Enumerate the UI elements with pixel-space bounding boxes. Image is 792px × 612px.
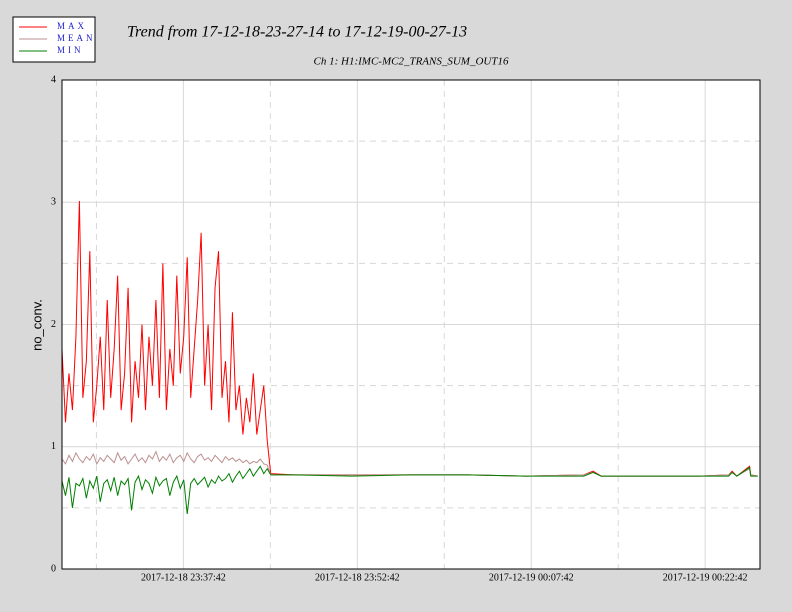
x-tick-label: 2017-12-19 00:07:42 (489, 572, 574, 583)
series-line (61, 465, 758, 515)
y-tick-label: 4 (51, 74, 56, 85)
plot-border (61, 79, 761, 570)
x-tick-label: 2017-12-18 23:37:42 (141, 572, 226, 583)
series-group (61, 201, 758, 515)
y-tick-label: 2 (51, 319, 56, 330)
y-tick-label: 0 (51, 563, 56, 574)
legend-label: MAX (57, 21, 87, 31)
chart-title: Trend from 17-12-18-23-27-14 to 17-12-19… (127, 24, 467, 41)
legend-label: MIN (57, 45, 84, 55)
y-axis-label: no_conv. (29, 299, 44, 351)
x-tick-label: 2017-12-19 00:22:42 (663, 572, 748, 583)
y-tick-label: 1 (51, 441, 56, 452)
chart-subtitle: Ch 1: H1:IMC-MC2_TRANS_SUM_OUT16 (314, 56, 509, 68)
legend-label: MEAN (57, 33, 96, 43)
y-tick-label: 3 (51, 197, 56, 208)
x-tick-label: 2017-12-18 23:52:42 (315, 572, 400, 583)
labels: 0 1 2 3 4 2017-12-18 23:37:42 2017-12-18 23:52… (19, 21, 748, 583)
